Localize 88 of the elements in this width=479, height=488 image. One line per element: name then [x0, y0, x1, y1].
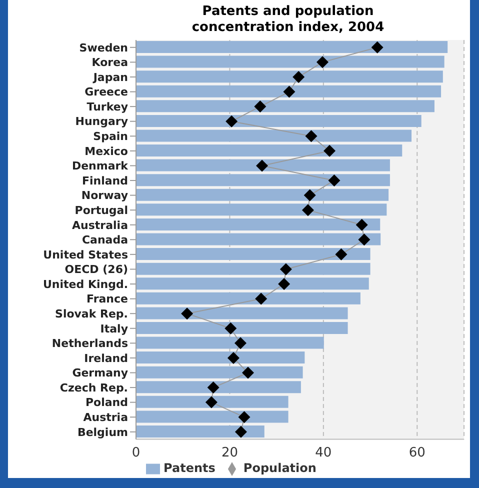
y-tick-label: Slovak Rep. — [55, 307, 128, 320]
point — [304, 189, 316, 202]
y-tick-label: Korea — [92, 56, 128, 70]
y-tick-label: Greece — [84, 86, 128, 99]
bar — [136, 56, 444, 68]
point — [356, 218, 368, 231]
point — [358, 234, 370, 246]
point — [335, 248, 348, 260]
bar — [136, 322, 348, 334]
x-tick-label: 0 — [132, 446, 140, 461]
point — [242, 366, 254, 379]
point — [302, 204, 314, 216]
bar — [136, 396, 288, 408]
y-tick-label: Sweden — [79, 41, 128, 54]
x-tick-label: 60 — [408, 446, 426, 461]
point — [283, 86, 296, 98]
y-tick-label: United States — [43, 248, 128, 262]
y-tick-label: United Kingd. — [42, 278, 128, 291]
bar — [136, 204, 387, 216]
y-tick-label: Spain — [93, 130, 128, 144]
y-tick-label: Australia — [72, 218, 128, 232]
point — [292, 70, 305, 83]
point — [181, 308, 194, 320]
y-tick-label: Hungary — [75, 115, 128, 128]
bar — [136, 70, 443, 83]
legend-label: Population — [243, 461, 316, 476]
y-tick-label: Czech Rep. — [60, 381, 128, 394]
bar — [136, 410, 288, 423]
bar — [136, 248, 370, 260]
point — [224, 322, 237, 334]
bar — [136, 381, 301, 394]
bar — [136, 425, 264, 438]
point — [324, 144, 336, 157]
y-tick-label: Finland — [82, 174, 128, 188]
point — [255, 292, 268, 305]
point — [256, 160, 268, 172]
y-tick-label: Canada — [82, 234, 128, 247]
point — [278, 278, 290, 290]
point — [316, 56, 328, 68]
point — [234, 337, 246, 350]
bar — [136, 144, 402, 157]
bar — [136, 352, 305, 364]
bar — [136, 366, 303, 378]
y-tick-label: Japan — [92, 70, 128, 84]
point — [305, 130, 318, 142]
legend-label: Patents — [164, 461, 216, 476]
point — [371, 41, 384, 54]
y-tick-label: France — [86, 292, 128, 306]
y-tick-label: Austria — [83, 411, 128, 424]
y-tick-label: Portugal — [74, 204, 128, 217]
point — [226, 115, 238, 128]
point — [227, 352, 240, 364]
bar — [136, 114, 422, 127]
y-tick-label: Italy — [100, 322, 128, 336]
bar — [136, 41, 448, 53]
y-tick-label: Poland — [85, 396, 128, 410]
point — [328, 174, 340, 186]
bar — [136, 262, 370, 275]
bar — [136, 130, 412, 142]
bar — [136, 307, 348, 320]
point — [280, 263, 292, 276]
y-tick-label: Germany — [72, 366, 128, 380]
bar — [136, 292, 360, 304]
point — [238, 411, 250, 424]
x-tick-label: 40 — [315, 446, 332, 461]
chart-title: Patents and population concentration index, 2004 — [190, 3, 386, 36]
point — [207, 382, 220, 394]
bar — [136, 278, 369, 290]
bar — [136, 336, 324, 349]
y-tick-label: OECD (26) — [64, 263, 128, 276]
y-tick-label: Mexico — [84, 144, 128, 158]
y-tick-label: Turkey — [86, 100, 128, 114]
y-tick-label: Netherlands — [52, 337, 128, 350]
y-tick-label: Norway — [81, 189, 128, 202]
point — [205, 396, 218, 408]
bar — [136, 188, 389, 201]
bar — [136, 100, 434, 112]
bar — [136, 218, 380, 230]
x-tick-label: 20 — [221, 446, 238, 461]
point — [234, 426, 247, 438]
bar — [136, 85, 442, 98]
y-tick-label: Denmark — [72, 160, 129, 173]
point — [254, 100, 266, 113]
bar — [136, 233, 381, 246]
bar — [136, 159, 390, 172]
y-tick-label: Belgium — [77, 426, 128, 439]
bar — [136, 174, 390, 186]
y-tick-label: Ireland — [84, 352, 128, 365]
